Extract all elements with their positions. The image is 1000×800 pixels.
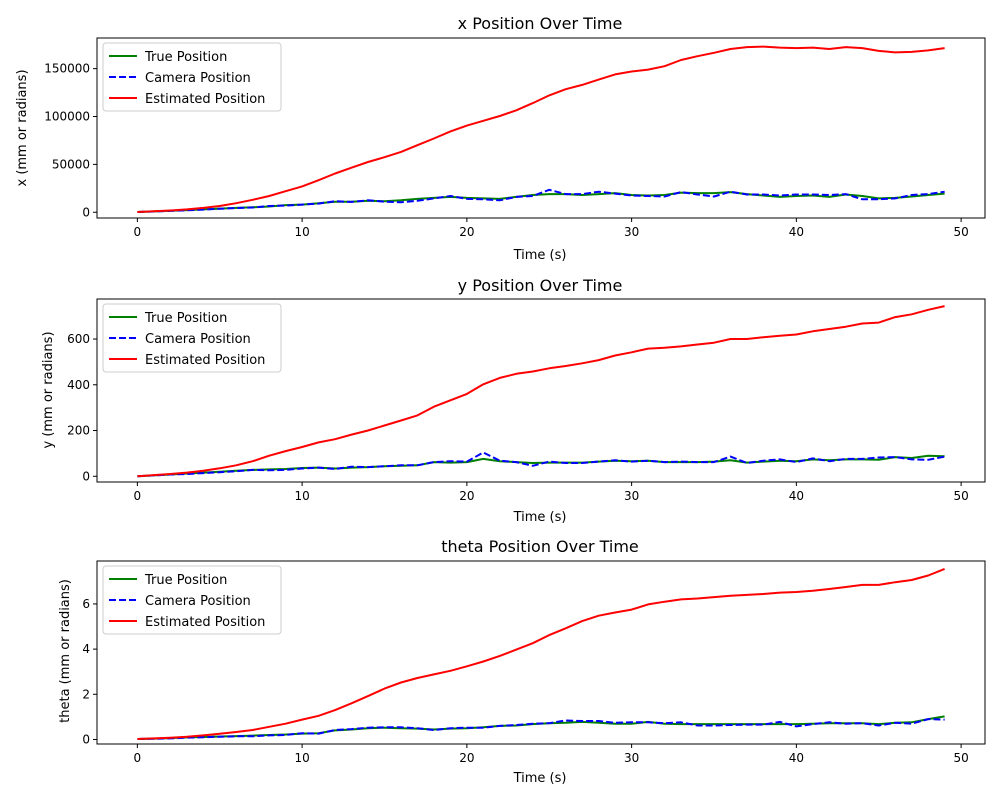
chart-title: y Position Over Time (458, 276, 623, 295)
series-line-camera-position (137, 718, 945, 740)
x-tick-label: 20 (459, 751, 474, 765)
x-tick-label: 20 (459, 489, 474, 503)
x-tick-label: 40 (789, 751, 804, 765)
x-tick-label: 10 (294, 751, 309, 765)
series-line-camera-position (137, 188, 945, 213)
y-tick-label: 100000 (44, 110, 90, 124)
x-tick-label: 40 (789, 489, 804, 503)
legend-label: Estimated Position (145, 92, 265, 107)
y-axis-label: y (mm or radians) (41, 331, 56, 448)
legend-label: True Position (144, 311, 227, 326)
x-tick-label: 30 (624, 225, 639, 239)
y-tick-label: 4 (82, 642, 90, 656)
chart-title: theta Position Over Time (441, 537, 639, 556)
y-tick-label: 6 (82, 597, 90, 611)
legend-box (102, 303, 282, 373)
x-tick-label: 30 (624, 489, 639, 503)
legend: True Position Camera Position Estimated Po… (102, 565, 282, 635)
y-tick-label: 0 (82, 732, 90, 746)
legend-box (102, 42, 282, 112)
legend-label: True Position (144, 573, 227, 588)
axes-frame (96, 37, 986, 219)
axes-frame (96, 298, 986, 483)
y-tick-label: 150000 (44, 62, 90, 76)
x-axis-label: Time (s) (513, 771, 567, 786)
axes-frame (96, 560, 986, 745)
series-line-estimated-position (137, 45, 945, 213)
y-tick-label: 600 (67, 332, 90, 346)
x-tick-label: 10 (294, 489, 309, 503)
legend-label: Estimated Position (145, 353, 265, 368)
series-line-estimated-position (137, 305, 945, 478)
x-tick-label: 0 (134, 751, 142, 765)
legend-label: Estimated Position (145, 615, 265, 630)
chart-title: x Position Over Time (458, 14, 623, 33)
y-axis-label: x (mm or radians) (15, 69, 30, 186)
x-tick-label: 0 (134, 489, 142, 503)
plot-area: 0 10 20 30 40 50 0 2 4 6 True Position Camera Posit… (82, 560, 986, 765)
series-line-camera-position (137, 451, 945, 478)
x-tick-label: 50 (953, 489, 968, 503)
x-tick-label: 20 (459, 225, 474, 239)
x-tick-label: 30 (624, 751, 639, 765)
subplot-x-position: x Position Over Time 0 10 20 30 40 50 0 50000 10… (15, 14, 986, 263)
legend-label: True Position (144, 50, 227, 65)
y-axis-label: theta (mm or radians) (58, 579, 73, 723)
y-tick-label: 0 (82, 205, 90, 219)
x-tick-label: 50 (953, 751, 968, 765)
legend: True Position Camera Position Estimated Po… (102, 42, 282, 112)
legend-box (102, 565, 282, 635)
subplot-theta-position: theta Position Over Time 0 10 20 30 40 50 0 2 4 6… (58, 537, 986, 786)
y-tick-label: 0 (82, 469, 90, 483)
legend-label: Camera Position (145, 332, 251, 347)
legend-label: Camera Position (145, 594, 251, 609)
x-axis-label: Time (s) (513, 248, 567, 263)
y-tick-label: 200 (67, 424, 90, 438)
plot-area: 0 10 20 30 40 50 0 50000 100000 150000 True Positi… (44, 37, 986, 239)
x-tick-label: 10 (294, 225, 309, 239)
y-tick-label: 400 (67, 378, 90, 392)
x-tick-label: 50 (953, 225, 968, 239)
legend-label: Camera Position (145, 71, 251, 86)
x-tick-label: 40 (789, 225, 804, 239)
plot-area: 0 10 20 30 40 50 0 200 400 600 True Position Camera… (67, 298, 986, 503)
series-line-estimated-position (137, 567, 945, 740)
subplot-y-position: y Position Over Time 0 10 20 30 40 50 0 200 400 6… (41, 276, 986, 525)
x-axis-label: Time (s) (513, 510, 567, 525)
x-tick-label: 0 (134, 225, 142, 239)
y-tick-label: 50000 (52, 157, 90, 171)
y-tick-label: 2 (82, 687, 90, 701)
legend: True Position Camera Position Estimated Po… (102, 303, 282, 373)
